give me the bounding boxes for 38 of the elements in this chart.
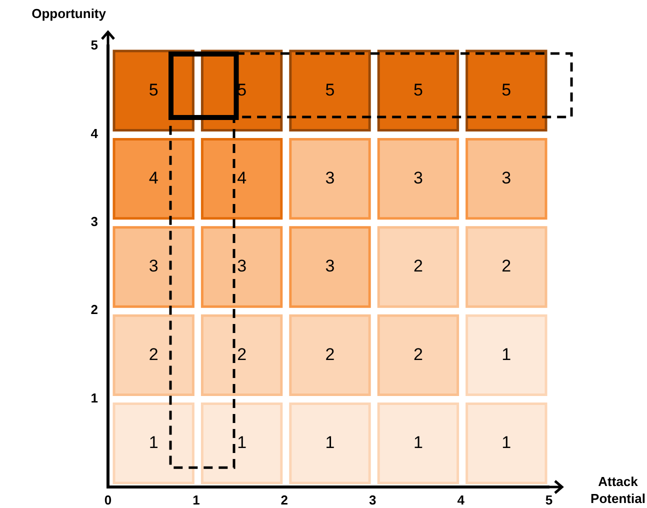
x-axis-title: Attack Potential — [590, 473, 646, 507]
data-label: 3 — [148, 256, 158, 276]
data-label: 2 — [502, 256, 512, 276]
data-label: 1 — [148, 433, 158, 452]
x-tick-label: 3 — [368, 492, 376, 508]
y-tick-label: 5 — [90, 38, 98, 53]
data-label: 3 — [325, 256, 335, 276]
data-label: 5 — [237, 80, 247, 100]
data-label: 2 — [413, 256, 423, 276]
data-label: 4 — [148, 168, 158, 188]
data-label: 1 — [413, 433, 423, 452]
x-tick-label: 2 — [280, 492, 288, 508]
data-label: 3 — [502, 168, 512, 188]
data-label: 5 — [148, 80, 158, 100]
data-label: 1 — [237, 433, 247, 452]
y-tick-label: 4 — [90, 126, 99, 141]
x-tick-label: 1 — [192, 492, 200, 508]
x-tick-label: 4 — [457, 492, 466, 508]
data-label: 1 — [502, 433, 512, 452]
y-tick-label: 3 — [90, 214, 98, 229]
data-label: 1 — [502, 344, 512, 364]
y-axis-title: Opportunity — [32, 6, 106, 21]
data-label: 2 — [148, 344, 158, 364]
data-label: 3 — [325, 168, 335, 188]
data-label: 2 — [413, 344, 423, 364]
data-label: 4 — [237, 168, 247, 188]
x-tick-label: 0 — [104, 492, 112, 508]
y-tick-label: 1 — [90, 390, 98, 406]
data-label: 3 — [413, 168, 423, 188]
data-label: 3 — [237, 256, 247, 276]
data-label: 5 — [413, 80, 423, 100]
data-label: 2 — [325, 344, 335, 364]
x-tick-label: 5 — [545, 492, 553, 508]
data-label: 1 — [325, 433, 335, 452]
data-label: 5 — [502, 80, 512, 100]
data-label: 2 — [237, 344, 247, 364]
y-tick-label: 2 — [90, 302, 98, 318]
data-label: 5 — [325, 80, 335, 100]
